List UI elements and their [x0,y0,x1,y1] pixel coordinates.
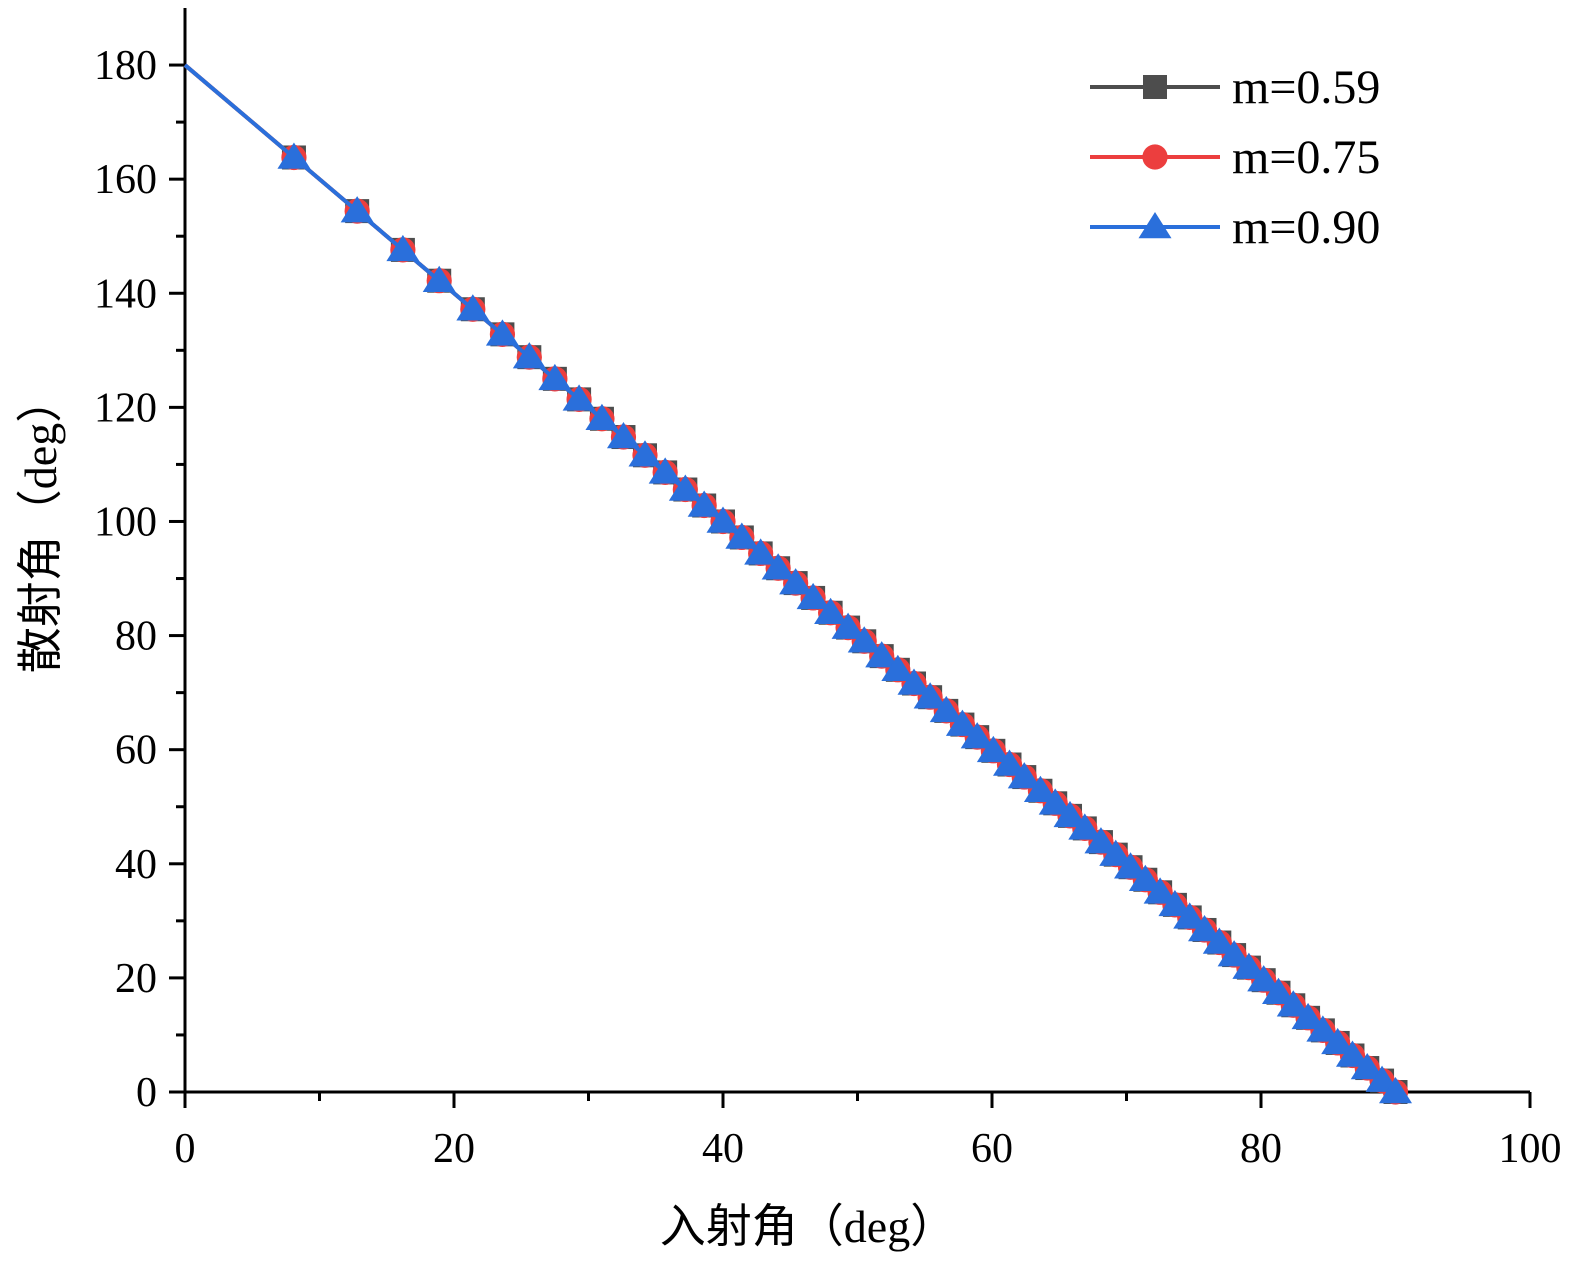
data-point [1143,877,1177,904]
data-point [606,422,640,449]
data-point [960,722,994,749]
y-tick-label: 140 [94,271,157,317]
legend: m=0.59 m=0.75 m=0.90 [1090,61,1380,254]
data-point [1217,940,1251,967]
data-point [1232,952,1266,979]
legend-marker [1143,75,1167,99]
data-point [1068,813,1102,840]
data-point [1038,788,1072,815]
data-point [648,457,682,484]
data-point [538,363,572,391]
data-point [913,682,947,709]
data-point [761,553,795,580]
data-point [340,196,374,223]
x-tick-label: 40 [702,1126,744,1172]
series-layer [183,63,1412,1105]
data-point [814,597,848,625]
data-point [1321,1027,1355,1055]
y-tick-label: 100 [94,499,157,545]
data-point [847,626,881,653]
data-point [1007,762,1041,789]
data-point [929,695,963,723]
data-point [277,142,311,169]
legend-marker [1142,144,1168,170]
legend-label: m=0.90 [1232,201,1380,254]
data-point [1350,1053,1384,1080]
data-point [706,506,740,533]
data-point [1114,852,1148,879]
data-point [668,474,702,501]
x-tick-label: 80 [1240,1126,1282,1172]
y-tick-label: 60 [115,728,157,774]
data-point [1202,927,1236,954]
y-tick-label: 0 [136,1070,157,1116]
y-tick-label: 180 [94,43,157,89]
data-point [1335,1040,1369,1067]
data-point [976,735,1010,763]
data-point [386,234,420,262]
x-tick-label: 100 [1499,1126,1562,1172]
data-point [1084,827,1118,854]
data-point [1053,800,1087,828]
data-point [562,384,596,411]
y-axis-title: 散射角（deg） [15,377,66,673]
data-point [865,641,899,668]
data-point [1099,839,1133,866]
data-point [1261,977,1295,1004]
data-point [1379,1077,1412,1104]
data-point [779,568,813,595]
data-point [628,440,662,467]
data-point [1188,914,1222,942]
data-point [744,538,778,565]
data-point [1158,889,1192,917]
data-point [725,522,759,549]
data-point [1173,902,1207,929]
y-tick-label: 80 [115,614,157,660]
legend-label: m=0.75 [1232,131,1380,184]
legend-label: m=0.59 [1232,61,1380,114]
data-point [687,490,721,517]
x-axis-ticks: 0 20 40 60 80 100 [175,1092,1562,1172]
y-tick-label: 120 [94,385,157,431]
y-axis-ticks: 0 20 40 60 80 100 120 140 160 180 [94,43,185,1116]
data-point [1247,965,1281,992]
data-point [485,319,519,346]
data-point [456,294,490,321]
y-tick-label: 20 [115,956,157,1002]
data-point [1276,990,1310,1017]
data-point [1023,775,1057,803]
data-point [992,749,1026,776]
data-point [1306,1015,1340,1042]
data-point [796,582,830,610]
y-tick-label: 40 [115,842,157,888]
data-point [422,265,456,292]
legend-marker [1138,212,1172,239]
data-point [881,654,915,682]
data-point [1128,864,1162,892]
x-axis-title: 入射角（deg） [660,1201,956,1252]
x-tick-label: 60 [971,1126,1013,1172]
x-tick-label: 0 [175,1126,196,1172]
data-point [831,612,865,639]
data-point [945,709,979,736]
data-point [512,342,546,369]
series-3 [183,63,1412,1104]
data-point [585,403,619,431]
data-point [897,668,931,695]
x-tick-label: 20 [433,1126,475,1172]
data-point [1291,1002,1325,1030]
y-tick-label: 160 [94,157,157,203]
